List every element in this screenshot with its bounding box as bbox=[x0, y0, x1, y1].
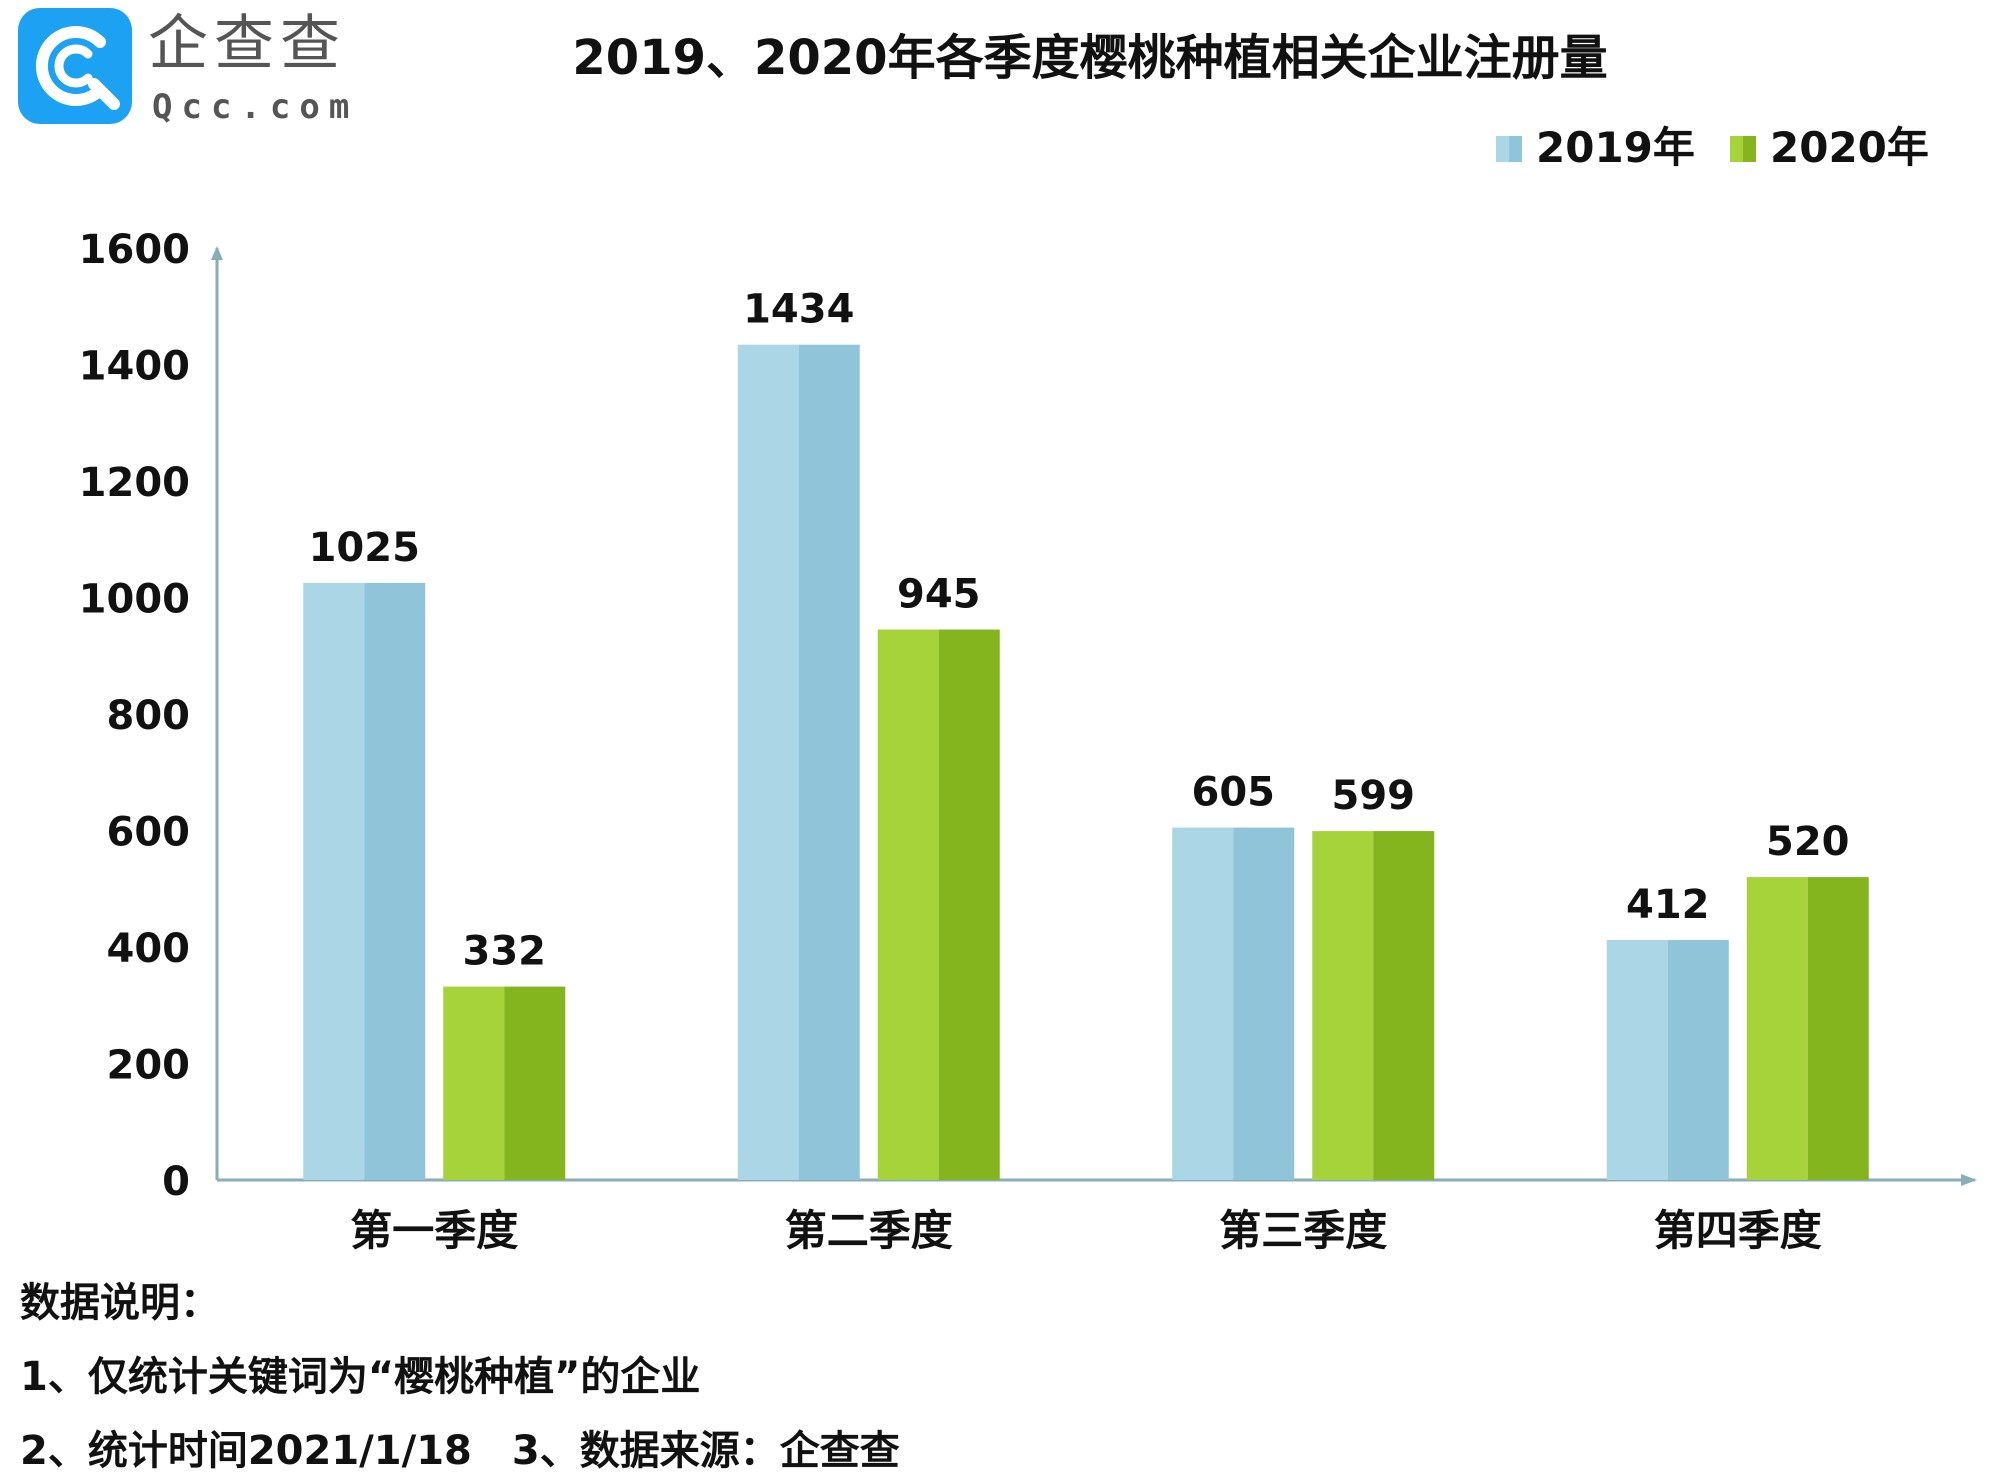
bar bbox=[877, 629, 1000, 1180]
bar bbox=[1746, 877, 1869, 1180]
y-tick-label: 200 bbox=[107, 1043, 191, 1089]
x-tick-label: 第一季度 bbox=[350, 1206, 518, 1255]
bar-face-light bbox=[1746, 877, 1808, 1180]
y-tick-label: 1200 bbox=[79, 460, 190, 506]
y-tick-label: 1000 bbox=[79, 577, 190, 623]
notes-line-2: 2、统计时间2021/1/18 3、数据来源：企查查 bbox=[20, 1428, 900, 1474]
bar-face-dark bbox=[1807, 877, 1869, 1180]
legend-swatch-2020 bbox=[1730, 136, 1756, 162]
bar-chart: 0 200 400 600 800 1000 1200 1400 1600 1025 332 第一季… bbox=[79, 227, 1977, 1255]
bar-face-dark bbox=[1233, 827, 1295, 1180]
data-label: 412 bbox=[1626, 882, 1710, 928]
data-label: 599 bbox=[1332, 773, 1416, 819]
bar-face-dark bbox=[504, 986, 566, 1180]
logo-name-cn: 企查查 bbox=[148, 9, 346, 79]
notes-line-1: 1、仅统计关键词为“樱桃种植”的企业 bbox=[20, 1354, 701, 1400]
bar-face-dark bbox=[364, 582, 426, 1180]
y-tick-label: 600 bbox=[107, 810, 191, 856]
y-tick-label: 800 bbox=[107, 693, 191, 739]
bar-face-dark bbox=[798, 344, 860, 1180]
bar bbox=[443, 986, 566, 1180]
bar-face-light bbox=[1312, 831, 1374, 1180]
bar-face-dark bbox=[938, 629, 1000, 1180]
bar-face-light bbox=[1172, 827, 1234, 1180]
bar bbox=[1312, 831, 1435, 1180]
bar bbox=[737, 344, 860, 1180]
bar-face-dark bbox=[1667, 940, 1729, 1180]
bar bbox=[1606, 940, 1729, 1180]
bar-face-light bbox=[737, 344, 799, 1180]
chart-labels: 1025 332 第一季度 1434 945 第二季度 605 599 第三季度 412 520 第四… bbox=[309, 287, 1850, 1255]
x-axis-arrow bbox=[1961, 1174, 1977, 1186]
legend-label-2019: 2019年 bbox=[1536, 123, 1695, 172]
x-tick-label: 第三季度 bbox=[1219, 1206, 1387, 1255]
bar-face-light bbox=[443, 986, 505, 1180]
chart-bars bbox=[303, 344, 1869, 1180]
data-label: 1025 bbox=[309, 525, 420, 571]
bar-face-light bbox=[877, 629, 939, 1180]
chart-title: 2019、2020年各季度樱桃种植相关企业注册量 bbox=[572, 30, 1608, 86]
y-tick-label: 1600 bbox=[79, 227, 190, 273]
qcc-logo: 企查查 Qcc.com bbox=[18, 8, 358, 128]
bar-face-light bbox=[1606, 940, 1668, 1180]
x-tick-label: 第四季度 bbox=[1654, 1206, 1822, 1255]
bar-face-light bbox=[303, 582, 365, 1180]
data-label: 945 bbox=[897, 572, 981, 618]
bar bbox=[1172, 827, 1295, 1180]
y-tick-label: 1400 bbox=[79, 344, 190, 390]
x-tick-label: 第二季度 bbox=[785, 1206, 953, 1255]
data-label: 332 bbox=[463, 929, 547, 975]
y-tick-label: 400 bbox=[107, 926, 191, 972]
data-label: 1434 bbox=[743, 287, 854, 333]
y-tick-label: 0 bbox=[162, 1159, 190, 1205]
data-label: 605 bbox=[1192, 770, 1276, 816]
qcc-logo-icon bbox=[18, 8, 132, 124]
logo-name-en: Qcc.com bbox=[152, 87, 359, 127]
notes-heading: 数据说明： bbox=[20, 1280, 220, 1326]
legend-swatch-2019 bbox=[1496, 136, 1522, 162]
data-label: 520 bbox=[1766, 819, 1850, 865]
bar-face-dark bbox=[1373, 831, 1435, 1180]
y-axis-arrow bbox=[211, 246, 223, 260]
bar bbox=[303, 582, 426, 1180]
legend-label-2020: 2020年 bbox=[1770, 123, 1929, 172]
